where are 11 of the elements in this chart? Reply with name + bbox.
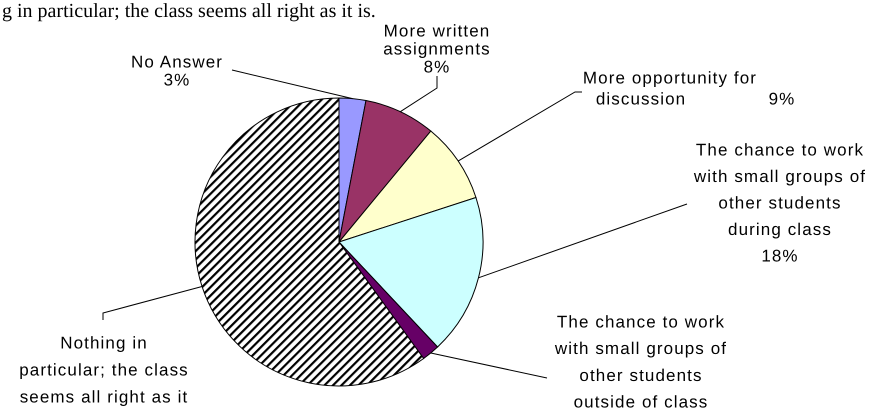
data-label: 8% [424, 58, 450, 76]
slice-label: Nothing in particular; the class seems all right as it [19, 334, 189, 406]
slice-label: The chance to work with small groups of other students during class [692, 140, 866, 239]
text: g in particular; the class seems all right as it is. [2, 0, 376, 22]
data-label: 18% [761, 246, 799, 266]
slice-label: More opportunity for discussion [582, 68, 758, 108]
slice-label: The chance to work with small groups of other students outside of class [554, 312, 728, 412]
slice-label: More written assignments [383, 22, 491, 58]
slice-label: No Answer [130, 52, 224, 72]
data-label: 9% [768, 90, 796, 108]
data-label: 3% [164, 70, 190, 90]
